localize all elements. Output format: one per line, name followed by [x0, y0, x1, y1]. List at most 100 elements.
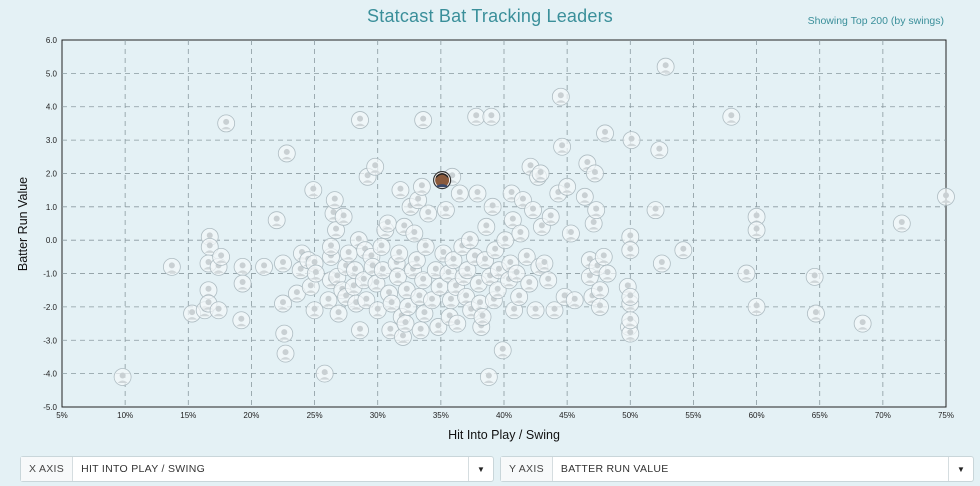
chevron-down-icon[interactable]: ▼	[468, 457, 493, 481]
marker-head	[399, 332, 406, 339]
highlight-face	[435, 173, 450, 188]
marker-head	[418, 182, 425, 189]
player-marker	[306, 264, 325, 283]
marker-shoulders	[348, 290, 359, 293]
marker-shoulders	[476, 330, 487, 333]
marker-head	[403, 285, 410, 292]
marker-head	[325, 295, 332, 302]
marker-head	[206, 242, 213, 249]
player-marker	[276, 344, 295, 363]
marker-head	[223, 118, 230, 125]
x-axis-selector[interactable]: X AXIS HIT INTO PLAY / SWING ▼	[20, 456, 494, 482]
marker-shoulders	[409, 237, 420, 240]
marker-head	[627, 245, 634, 252]
player-marker	[351, 321, 369, 340]
player-marker	[461, 231, 479, 250]
marker-head	[293, 289, 300, 296]
player-marker	[423, 291, 441, 310]
marker-shoulders	[278, 267, 288, 270]
player-marker	[503, 211, 522, 230]
y-tick-label: -4.0	[43, 370, 57, 379]
y-tick-label: 1.0	[46, 203, 58, 212]
marker-shoulders	[506, 196, 517, 200]
player-marker	[233, 257, 252, 276]
marker-shoulders	[726, 120, 737, 123]
marker-head	[449, 172, 456, 179]
marker-shoulders	[415, 333, 426, 337]
marker-shoulders	[259, 270, 270, 273]
marker-shoulders	[584, 280, 595, 283]
marker-shoulders	[371, 287, 382, 290]
marker-shoulders	[497, 353, 508, 357]
chevron-down-icon[interactable]: ▼	[948, 457, 973, 481]
marker-head	[330, 208, 337, 215]
marker-shoulders	[483, 380, 494, 383]
player-marker	[414, 271, 433, 290]
y-axis-selector[interactable]: Y AXIS BATTER RUN VALUE ▼	[500, 456, 974, 482]
marker-head	[507, 259, 514, 266]
marker-shoulders	[376, 250, 387, 253]
marker-head	[600, 252, 607, 259]
player-marker	[233, 274, 252, 293]
player-marker	[747, 221, 766, 240]
player-marker	[267, 211, 286, 230]
marker-head	[445, 269, 452, 276]
marker-shoulders	[741, 277, 752, 280]
marker-shoulders	[448, 263, 459, 267]
marker-shoulders	[486, 120, 497, 123]
player-marker	[458, 261, 477, 280]
marker-head	[331, 195, 338, 202]
marker-shoulders	[418, 283, 429, 287]
marker-head	[564, 182, 571, 189]
player-marker	[531, 164, 550, 183]
marker-shoulders	[236, 323, 247, 327]
marker-shoulders	[392, 280, 403, 283]
marker-head	[205, 285, 212, 292]
marker-shoulders	[530, 313, 541, 317]
marker-head	[485, 372, 492, 379]
player-marker	[477, 217, 496, 236]
marker-shoulders	[602, 277, 613, 280]
player-marker	[747, 207, 766, 226]
player-marker	[473, 308, 492, 326]
marker-head	[898, 219, 905, 225]
marker-shoulders	[562, 190, 573, 193]
marker-head	[482, 255, 489, 262]
marker-head	[364, 172, 371, 179]
marker-shoulders	[462, 273, 473, 277]
marker-shoulders	[237, 287, 248, 290]
marker-head	[417, 325, 424, 332]
marker-shoulders	[857, 327, 868, 330]
marker-head	[508, 188, 515, 195]
player-marker	[304, 181, 323, 200]
player-marker	[587, 201, 606, 220]
marker-head	[396, 249, 403, 256]
player-marker	[366, 157, 385, 176]
marker-head	[420, 115, 427, 122]
player-marker	[319, 291, 338, 310]
x-tick-label: 20%	[243, 411, 259, 420]
y-axis-selector-label: Y AXIS	[501, 457, 553, 481]
player-marker	[437, 201, 455, 220]
player-marker	[409, 191, 428, 210]
marker-shoulders	[515, 237, 526, 240]
marker-head	[440, 249, 447, 256]
y-tick-label: -1.0	[43, 270, 57, 279]
marker-shoulders	[370, 170, 381, 173]
x-tick-label: 5%	[56, 411, 68, 420]
x-axis-selector-value: HIT INTO PLAY / SWING	[81, 463, 206, 475]
marker-head	[473, 112, 480, 119]
marker-head	[658, 259, 665, 266]
marker-shoulders	[536, 230, 547, 233]
player-marker	[415, 304, 434, 323]
marker-shoulders	[896, 227, 907, 230]
marker-head	[488, 112, 495, 119]
player-marker	[199, 281, 218, 300]
chart-ticks: 5% 10% 15% 20% 25% 30% 35% 40% 45% 50% 55% 60% 65% 70…	[43, 36, 954, 420]
marker-head	[307, 282, 314, 289]
player-marker	[526, 301, 545, 320]
marker-head	[456, 188, 463, 195]
marker-shoulders	[810, 317, 821, 320]
marker-head	[567, 229, 574, 236]
marker-shoulders	[362, 180, 373, 183]
